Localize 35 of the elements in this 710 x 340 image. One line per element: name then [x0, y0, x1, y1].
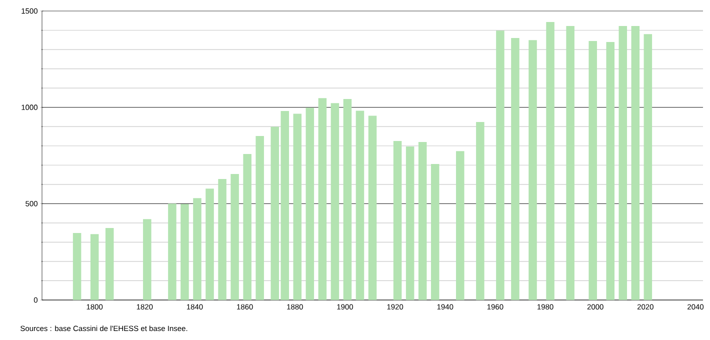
bar: [418, 142, 427, 300]
bar: [356, 110, 364, 300]
bar: [406, 146, 414, 300]
bar: [644, 34, 652, 300]
bar: [566, 26, 574, 300]
bar: [90, 234, 99, 300]
bar: [393, 141, 402, 300]
bar: [168, 204, 176, 300]
bar: [511, 38, 520, 300]
bar: [588, 41, 597, 300]
bar: [180, 204, 189, 300]
bar: [631, 26, 640, 300]
bar: [218, 179, 226, 300]
bar: [105, 228, 114, 300]
bar: [430, 164, 440, 300]
bar: [193, 198, 202, 300]
bar: [476, 122, 484, 300]
bar: [330, 103, 340, 300]
bar: [306, 108, 314, 300]
bar: [456, 151, 464, 300]
bar: [143, 219, 152, 300]
bar: [256, 136, 264, 300]
bar: [618, 26, 628, 300]
bar: [546, 22, 554, 300]
bar: [293, 114, 302, 300]
bar: [606, 42, 614, 300]
bar: [72, 232, 82, 300]
bar: [368, 116, 377, 300]
bar: [343, 99, 352, 300]
bar: [318, 98, 327, 300]
bar: [528, 40, 537, 300]
bar: [230, 174, 239, 300]
bar: [243, 154, 252, 300]
bar: [496, 30, 504, 300]
bar: [206, 188, 214, 300]
